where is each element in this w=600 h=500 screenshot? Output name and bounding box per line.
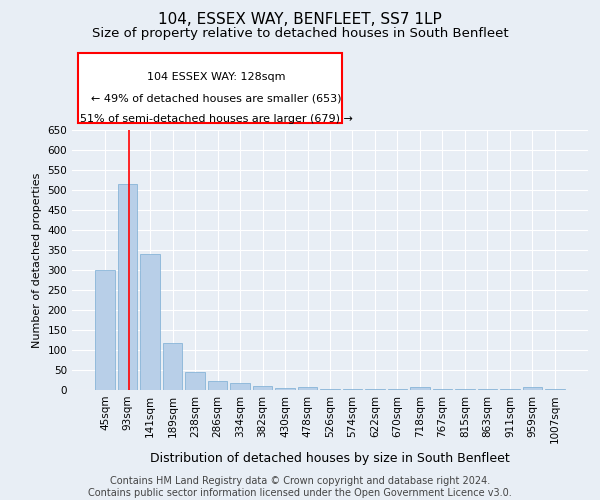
Text: Contains HM Land Registry data © Crown copyright and database right 2024.
Contai: Contains HM Land Registry data © Crown c… — [88, 476, 512, 498]
Bar — [365, 389, 385, 390]
Bar — [185, 372, 205, 390]
Bar — [500, 389, 520, 390]
Bar — [545, 389, 565, 390]
Bar — [230, 383, 250, 390]
Bar — [523, 387, 542, 390]
Text: 51% of semi-detached houses are larger (679) →: 51% of semi-detached houses are larger (… — [80, 114, 352, 124]
Bar — [388, 389, 407, 390]
Bar — [163, 343, 182, 390]
Bar — [478, 389, 497, 390]
Bar — [455, 389, 475, 390]
Bar — [95, 270, 115, 390]
Bar — [433, 389, 452, 390]
Text: 104 ESSEX WAY: 128sqm: 104 ESSEX WAY: 128sqm — [147, 72, 285, 82]
Bar — [275, 388, 295, 390]
Bar — [208, 381, 227, 390]
Bar — [118, 184, 137, 390]
Bar — [298, 387, 317, 390]
Y-axis label: Number of detached properties: Number of detached properties — [32, 172, 42, 348]
Bar — [140, 254, 160, 390]
Bar — [253, 386, 272, 390]
Text: ← 49% of detached houses are smaller (653): ← 49% of detached houses are smaller (65… — [91, 93, 341, 103]
X-axis label: Distribution of detached houses by size in South Benfleet: Distribution of detached houses by size … — [150, 452, 510, 464]
Text: Size of property relative to detached houses in South Benfleet: Size of property relative to detached ho… — [92, 28, 508, 40]
Text: 104, ESSEX WAY, BENFLEET, SS7 1LP: 104, ESSEX WAY, BENFLEET, SS7 1LP — [158, 12, 442, 28]
Bar — [343, 389, 362, 390]
Bar — [410, 387, 430, 390]
Bar — [320, 389, 340, 390]
